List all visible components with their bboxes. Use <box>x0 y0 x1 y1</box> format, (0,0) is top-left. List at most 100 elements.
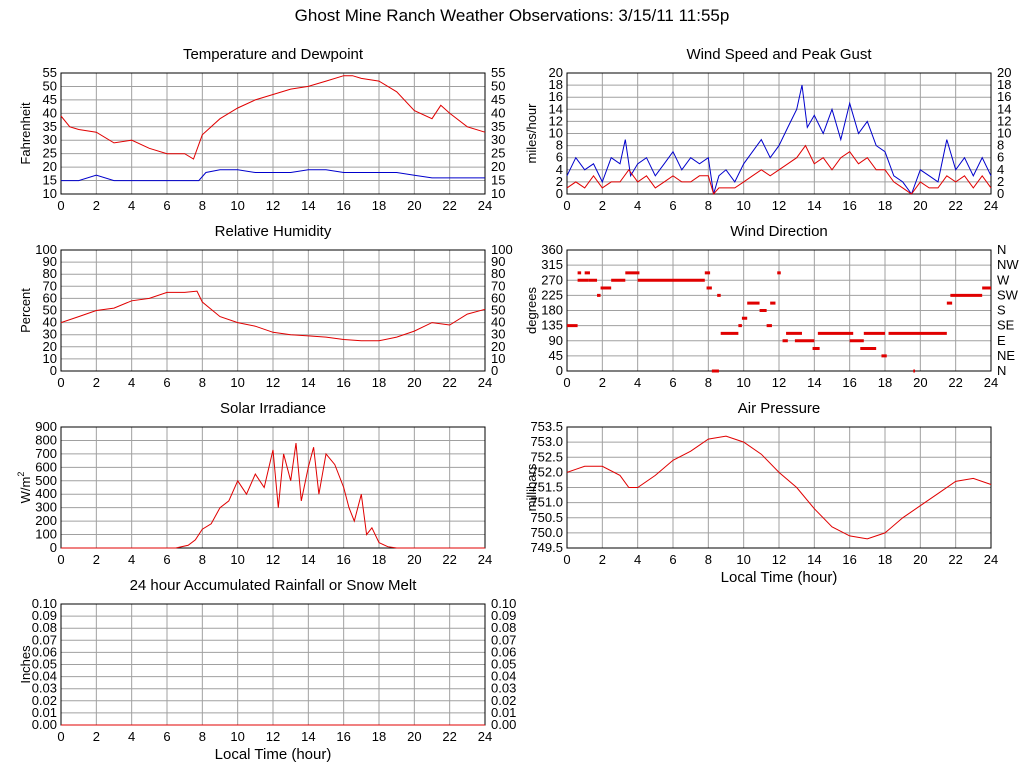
series-line-1 <box>61 443 485 549</box>
x-tick-label: 24 <box>478 198 492 213</box>
y-tick-label: 500 <box>35 473 57 488</box>
x-tick-label: 0 <box>57 198 64 213</box>
y-tick-label: 0.02 <box>32 693 57 708</box>
chart-title: Air Pressure <box>738 400 821 417</box>
x-tick-label: 8 <box>199 552 206 567</box>
y-tick-label: 800 <box>35 432 57 447</box>
x-tick-label: 8 <box>705 375 712 390</box>
y-tick-label: 20 <box>43 339 57 354</box>
x-tick-label: 2 <box>93 375 100 390</box>
right-tick-label: 40 <box>491 105 505 120</box>
x-tick-label: 12 <box>772 552 786 567</box>
x-tick-label: 14 <box>807 375 821 390</box>
x-tick-label: 10 <box>736 552 750 567</box>
right-tick-label: SW <box>997 287 1019 302</box>
x-tick-label: 0 <box>57 552 64 567</box>
x-tick-label: 12 <box>266 729 280 744</box>
right-tick-label: 14 <box>997 101 1011 116</box>
y-tick-label: 750.5 <box>530 510 563 525</box>
y-tick-label: 0 <box>50 540 57 555</box>
y-tick-label: 16 <box>549 89 563 104</box>
x-tick-label: 14 <box>301 729 315 744</box>
y-tick-label: 0.06 <box>32 644 57 659</box>
x-tick-label: 0 <box>563 552 570 567</box>
x-tick-label: 12 <box>772 375 786 390</box>
x-tick-label: 4 <box>128 729 135 744</box>
x-tick-label: 14 <box>301 198 315 213</box>
x-tick-label: 20 <box>407 375 421 390</box>
right-tick-label: S <box>997 303 1006 318</box>
x-tick-label: 12 <box>772 198 786 213</box>
x-tick-label: 12 <box>266 375 280 390</box>
x-tick-label: 0 <box>563 198 570 213</box>
x-tick-label: 14 <box>301 552 315 567</box>
x-tick-label: 18 <box>372 198 386 213</box>
chart-wind-direction: 0 2 4 6 8 10 12 14 16 18 20 22 240459013518022527031… <box>524 223 1019 390</box>
x-tick-label: 12 <box>266 198 280 213</box>
y-tick-label: 0 <box>556 363 563 378</box>
y-tick-label: 360 <box>541 242 563 257</box>
x-tick-label: 0 <box>57 375 64 390</box>
right-tick-label: 100 <box>491 242 513 257</box>
x-tick-label: 10 <box>230 729 244 744</box>
x-axis-label: Local Time (hour) <box>215 746 332 763</box>
y-axis-label: degrees <box>524 287 539 334</box>
y-tick-label: 0.00 <box>32 717 57 732</box>
y-tick-label: 90 <box>549 333 563 348</box>
y-tick-label: 10 <box>549 126 563 141</box>
right-tick-label: 0.00 <box>491 717 516 732</box>
right-tick-label: 50 <box>491 78 505 93</box>
x-tick-label: 14 <box>301 375 315 390</box>
y-tick-label: 30 <box>43 327 57 342</box>
series-line-1 <box>566 435 992 540</box>
x-tick-label: 10 <box>736 375 750 390</box>
x-tick-label: 14 <box>807 198 821 213</box>
right-tick-label: 0 <box>491 363 498 378</box>
chart-temperature: 0 2 4 6 8 10 12 14 16 18 20 22 241015202530354045505… <box>18 46 505 213</box>
x-tick-label: 22 <box>948 552 962 567</box>
right-tick-label: 15 <box>491 173 505 188</box>
x-tick-label: 6 <box>669 552 676 567</box>
y-tick-label: 10 <box>43 351 57 366</box>
y-tick-label: 315 <box>541 257 563 272</box>
chart-rainfall: 0 2 4 6 8 10 12 14 16 18 20 22 240.000.010.020.030.0… <box>18 577 516 763</box>
y-tick-label: 135 <box>541 318 563 333</box>
y-tick-label: 225 <box>541 287 563 302</box>
y-tick-label: 12 <box>549 113 563 128</box>
right-tick-label: NW <box>997 257 1019 272</box>
right-tick-label: 0.10 <box>491 596 516 611</box>
right-tick-label: 20 <box>997 65 1011 80</box>
x-tick-label: 22 <box>442 552 456 567</box>
x-tick-label: 16 <box>842 198 856 213</box>
x-tick-label: 22 <box>948 198 962 213</box>
y-tick-label: 900 <box>35 419 57 434</box>
y-axis-label: Fahrenheit <box>18 102 33 165</box>
plot-frame <box>566 426 992 549</box>
chart-title: Solar Irradiance <box>220 400 326 417</box>
right-tick-label: 0.04 <box>491 669 516 684</box>
y-tick-label: 20 <box>43 159 57 174</box>
y-tick-label: 0.09 <box>32 608 57 623</box>
chart-humidity: 0 2 4 6 8 10 12 14 16 18 20 22 240102030405060708090… <box>18 223 513 390</box>
x-tick-label: 22 <box>442 729 456 744</box>
plot-frame <box>60 426 486 549</box>
y-tick-label: 50 <box>43 303 57 318</box>
right-tick-label: 30 <box>491 132 505 147</box>
right-tick-label: 0.01 <box>491 705 516 720</box>
y-axis-label: miles/hour <box>524 103 539 164</box>
right-tick-label: 70 <box>491 278 505 293</box>
right-tick-label: 0 <box>997 186 1004 201</box>
y-tick-label: 751.0 <box>530 495 563 510</box>
right-tick-label: 8 <box>997 138 1004 153</box>
y-tick-label: 10 <box>43 186 57 201</box>
y-tick-label: 200 <box>35 513 57 528</box>
x-tick-label: 4 <box>634 552 641 567</box>
x-tick-label: 10 <box>230 198 244 213</box>
x-tick-label: 16 <box>336 552 350 567</box>
y-tick-label: 0.04 <box>32 669 57 684</box>
y-tick-label: 100 <box>35 242 57 257</box>
y-tick-label: 45 <box>549 348 563 363</box>
y-tick-label: 751.5 <box>530 480 563 495</box>
right-tick-label: 0.07 <box>491 632 516 647</box>
x-tick-label: 22 <box>442 375 456 390</box>
